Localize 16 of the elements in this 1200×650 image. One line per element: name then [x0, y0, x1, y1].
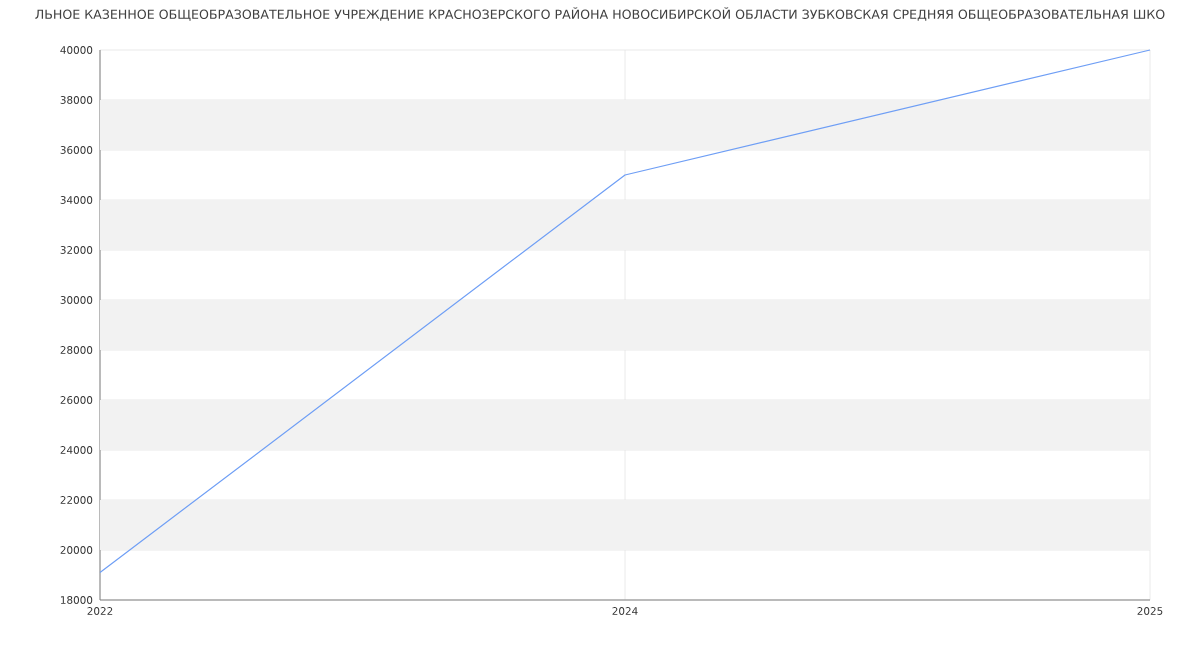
y-tick-label: 32000 — [60, 246, 93, 254]
y-tick-label: 30000 — [60, 296, 93, 304]
x-tick-label: 2024 — [612, 607, 638, 615]
y-tick-label: 26000 — [60, 396, 93, 404]
y-tick-label: 38000 — [60, 96, 93, 104]
y-tick-label: 20000 — [60, 546, 93, 554]
x-tick-label: 2025 — [1137, 607, 1163, 615]
y-tick-label: 34000 — [60, 196, 93, 204]
y-tick-label: 24000 — [60, 446, 93, 454]
chart-title: ЛЬНОЕ КАЗЕННОЕ ОБЩЕОБРАЗОВАТЕЛЬНОЕ УЧРЕЖДЕНИЕ КРАСНОЗЕРСКОГО РАЙОНА НОВОСИБИРСКОЙ ОБЛАСТИ ЗУБКОВСКАЯ СРЕДНЯЯ ОБЩЕОБРАЗОВАТЕЛЬНАЯ ШКО — [35, 7, 1165, 21]
x-tick-label: 2022 — [87, 607, 113, 615]
y-tick-label: 28000 — [60, 346, 93, 354]
y-tick-label: 18000 — [60, 596, 93, 604]
y-tick-label: 22000 — [60, 496, 93, 504]
y-tick-label: 40000 — [60, 46, 93, 54]
y-tick-label: 36000 — [60, 146, 93, 154]
